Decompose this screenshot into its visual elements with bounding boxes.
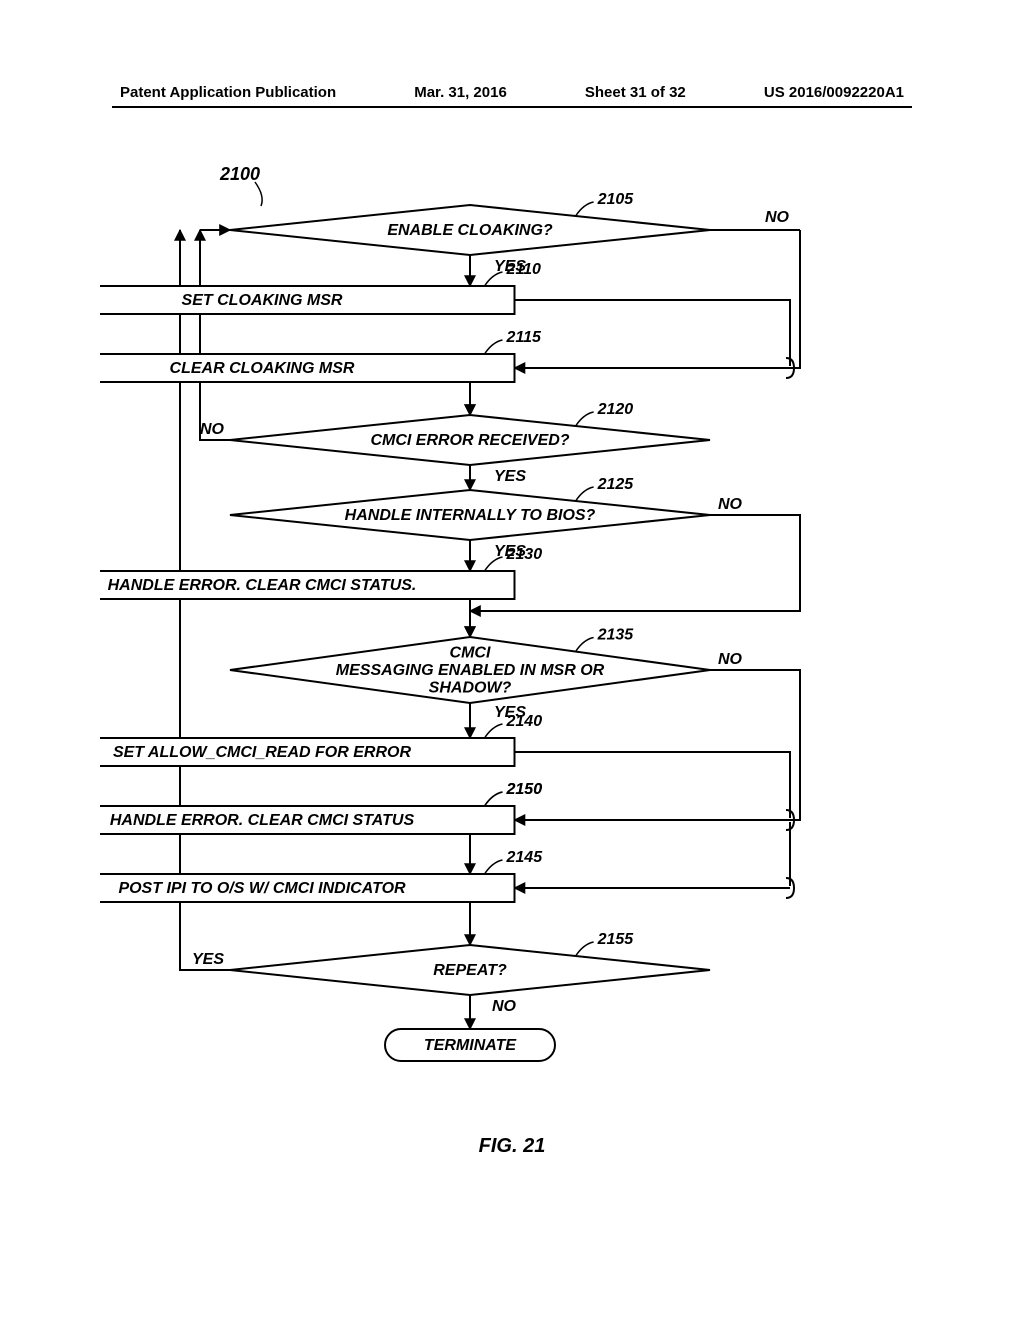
decision-label-2125: HANDLE INTERNALLY TO BIOS?: [345, 507, 596, 524]
label-2120-no: NO: [200, 421, 225, 438]
process-label-2140: SET ALLOW_CMCI_READ FOR ERROR: [113, 744, 412, 761]
figure-caption: FIG. 21: [0, 1135, 1024, 1158]
flowchart-svg: 2100YESNONOYESYESNOYESNOYESNOENABLE CLOA…: [100, 150, 924, 1150]
process-label-2130: HANDLE ERROR. CLEAR CMCI STATUS.: [108, 577, 417, 594]
decision-label-2135: MESSAGING ENABLED IN MSR OR: [336, 662, 605, 679]
label-2125-no: NO: [718, 496, 743, 513]
ref-label-2140: 2140: [506, 713, 543, 730]
edge-2140-out: [515, 752, 791, 818]
decision-label-2120: CMCI ERROR RECEIVED?: [370, 432, 569, 449]
ref-hook-2135: [576, 638, 594, 652]
ref-label-2135: 2135: [597, 627, 635, 644]
ref-hook-2140: [485, 724, 503, 738]
label-2155-yes: YES: [192, 951, 224, 968]
flowchart-container: 2100YESNONOYESYESNOYESNOYESNOENABLE CLOA…: [100, 150, 924, 1250]
ref-label-2145: 2145: [506, 849, 544, 866]
header-sheet: Sheet 31 of 32: [585, 84, 686, 101]
terminator-label: TERMINATE: [424, 1037, 517, 1054]
ref-label-2130: 2130: [506, 546, 543, 563]
label-2120-yes: YES: [494, 468, 526, 485]
decision-label-2155: REPEAT?: [433, 962, 507, 979]
header-date: Mar. 31, 2016: [414, 84, 507, 101]
edge-2135-no: [515, 670, 801, 820]
header-pubnum: US 2016/0092220A1: [764, 84, 904, 101]
ref-label-2125: 2125: [597, 476, 635, 493]
ref-hook-2150: [485, 792, 503, 806]
process-label-2110: SET CLOAKING MSR: [182, 292, 343, 309]
decision-label-2135: SHADOW?: [429, 680, 512, 697]
process-label-2150: HANDLE ERROR. CLEAR CMCI STATUS: [110, 812, 415, 829]
label-2105-no: NO: [765, 209, 790, 226]
patent-page: Patent Application Publication Mar. 31, …: [0, 0, 1024, 1320]
header-rule: [112, 106, 912, 108]
ref-hook-2115: [485, 340, 503, 354]
process-label-2115: CLEAR CLOAKING MSR: [170, 360, 355, 377]
ref-label-2155: 2155: [597, 931, 635, 948]
ref-label-2115: 2115: [506, 329, 543, 346]
edge-2120-no: [200, 230, 230, 440]
process-label-2145: POST IPI TO O/S W/ CMCI INDICATOR: [118, 880, 406, 897]
ref-hook-2120: [576, 412, 594, 426]
decision-label-2105: ENABLE CLOAKING?: [387, 222, 553, 239]
pointer-hook: [255, 182, 262, 206]
ref-hook-2155: [576, 942, 594, 956]
ref-hook-2150: [485, 792, 503, 806]
decision-label-2135: CMCI: [450, 644, 491, 661]
label-2135-no: NO: [718, 651, 743, 668]
edge-2110-out: [515, 300, 791, 366]
label-2155-no: NO: [492, 998, 517, 1015]
ref-hook-2125: [576, 487, 594, 501]
pointer-label: 2100: [219, 164, 260, 184]
ref-label-2105: 2105: [597, 191, 635, 208]
ref-label-2120: 2120: [597, 401, 634, 418]
header-title: Patent Application Publication: [120, 84, 336, 101]
ref-label-2110: 2110: [506, 261, 542, 278]
ref-label-2150: 2150: [506, 781, 543, 798]
ref-hook-2145: [485, 860, 503, 874]
page-header: Patent Application Publication Mar. 31, …: [0, 84, 1024, 101]
ref-hook-2105: [576, 202, 594, 216]
